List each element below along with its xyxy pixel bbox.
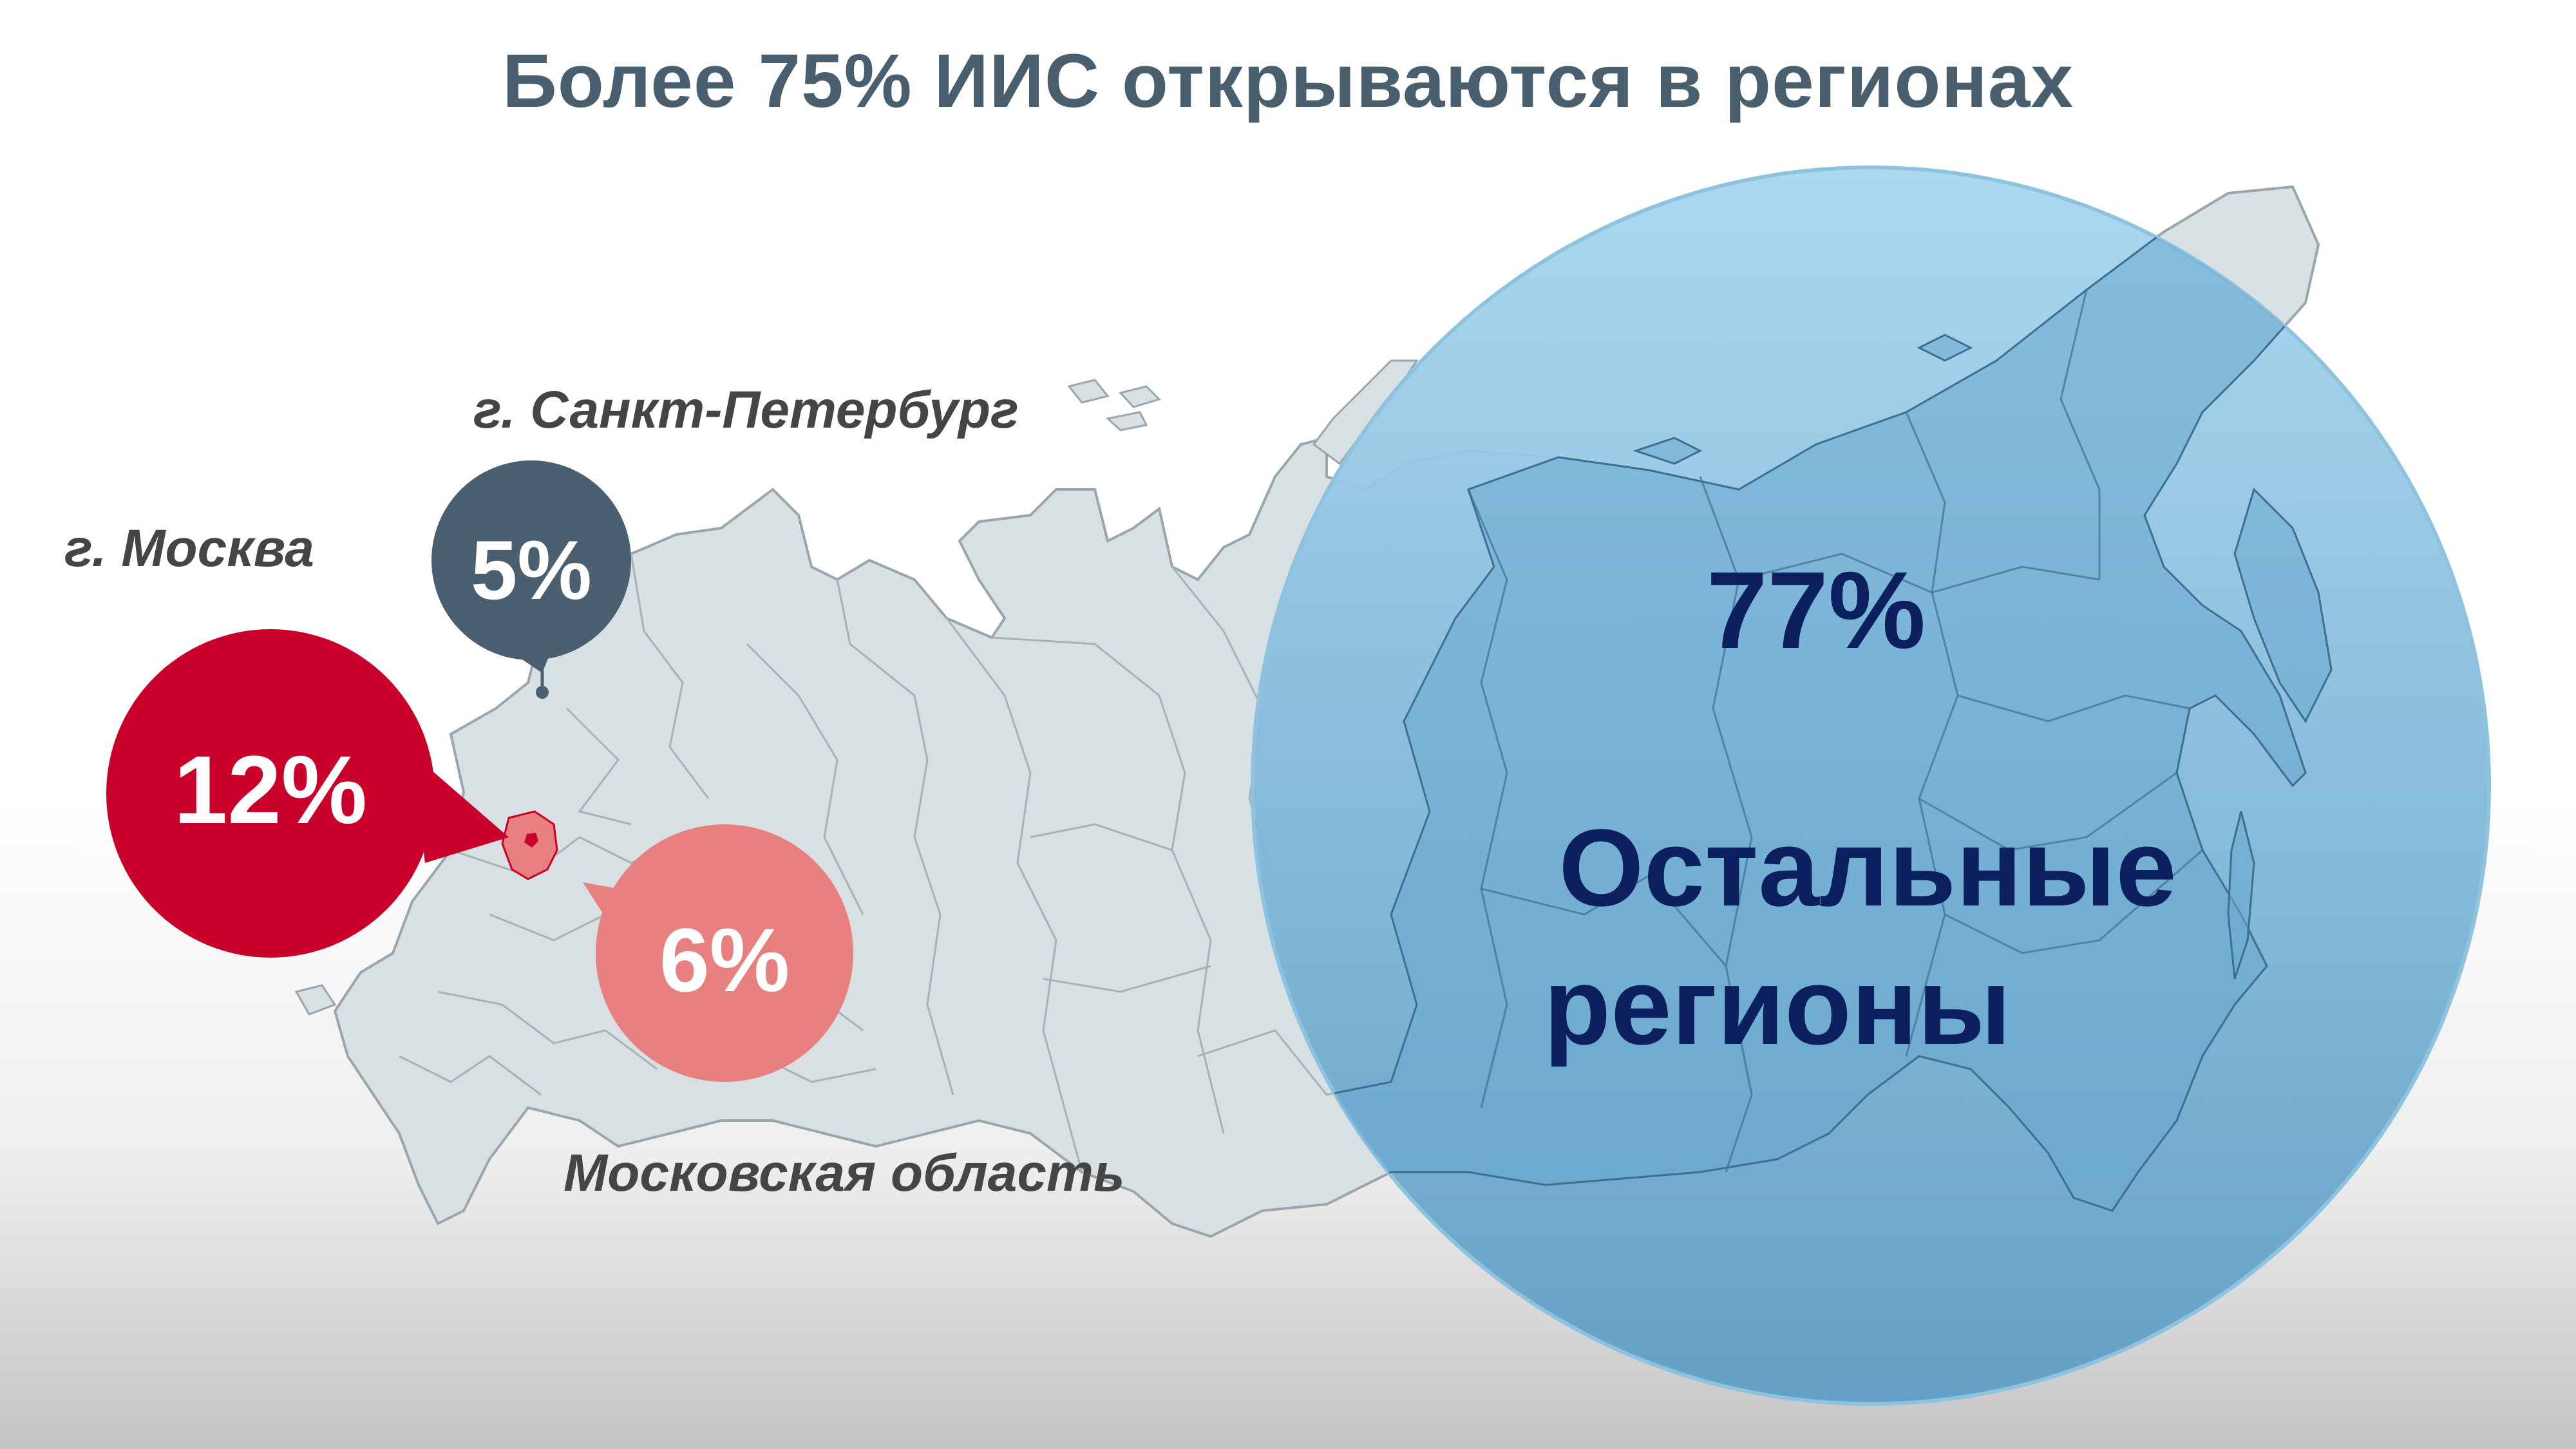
other-regions-percent: 77% (1706, 549, 1926, 672)
region-borders (399, 553, 1379, 1173)
region-highlight-icon (524, 833, 538, 848)
moscow-city-percent: 12% (173, 735, 368, 844)
spb-label: г. Санкт-Петербург (473, 381, 1019, 439)
franz-josef-land (1067, 379, 1161, 431)
other-regions-label-line2: регионы (1544, 945, 2011, 1068)
spb-percent: 5% (471, 523, 592, 617)
spb-bubble (431, 460, 631, 673)
moscow-oblast-percent: 6% (659, 909, 790, 1010)
far-east-map (1253, 185, 2333, 1212)
moscow-city-bubble (106, 629, 509, 958)
moscow-oblast-bubble (583, 824, 853, 1082)
kaliningrad (294, 984, 337, 1016)
moscow-city-label: г. Москва (64, 519, 314, 578)
page-title: Более 75% ИИС открываются в регионах (502, 39, 2074, 124)
novaya-zemlya (1312, 359, 1419, 466)
moscow-oblast-label: Московская область (564, 1144, 1125, 1202)
other-regions-label-line1: Остальные (1558, 807, 2177, 929)
